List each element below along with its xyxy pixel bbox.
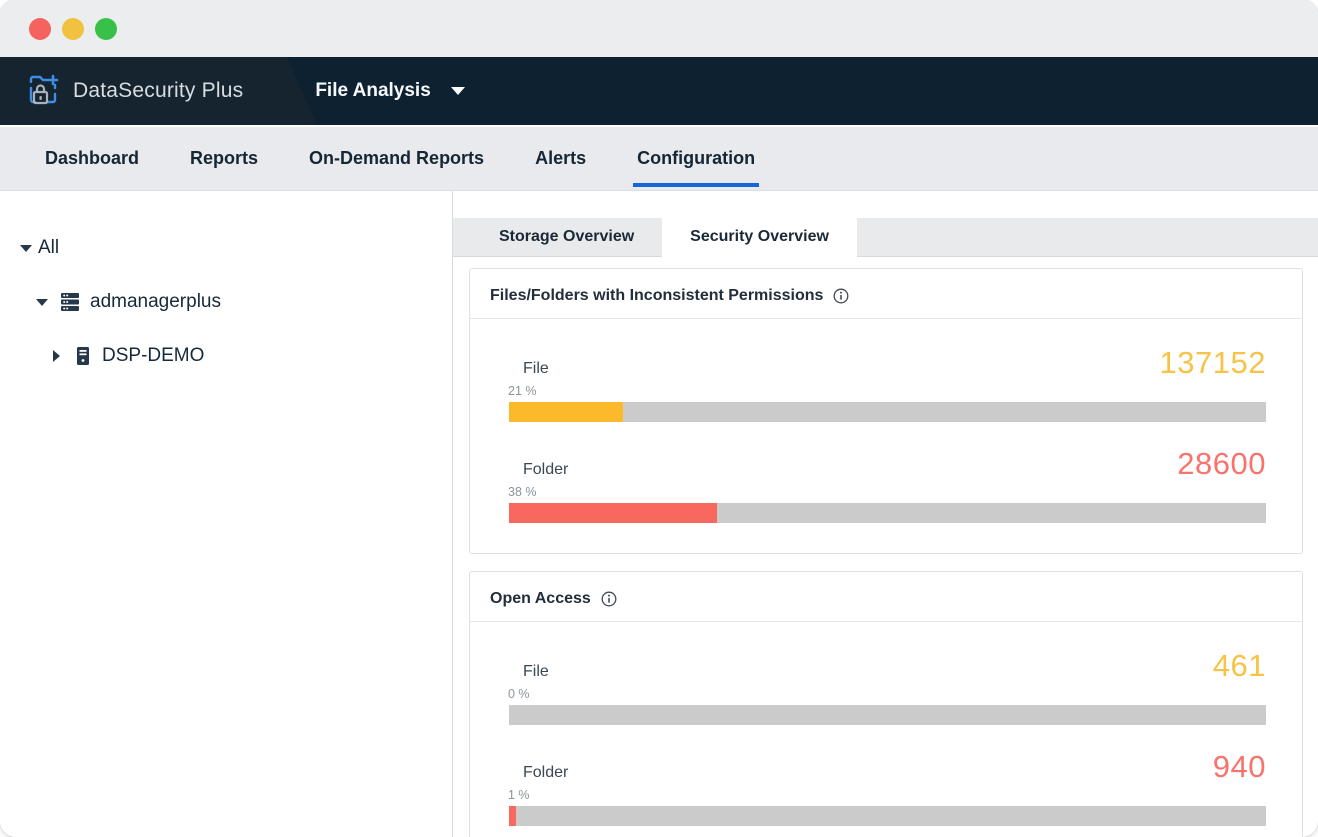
nav-item-reports[interactable]: Reports: [190, 148, 259, 168]
stat-value: 137152: [1159, 344, 1266, 380]
nav-item-alerts[interactable]: Alerts: [535, 148, 587, 168]
app-header: DataSecurity Plus File Analysis: [0, 57, 1318, 127]
nav-item-on-demand-reports[interactable]: On-Demand Reports: [309, 148, 485, 168]
tree-expand-icon[interactable]: [32, 298, 52, 306]
stat-row-folder: Folder 940 1 %: [508, 748, 1266, 826]
stat-value: 28600: [1177, 445, 1266, 481]
app-header-left-segment: [0, 57, 317, 125]
stat-percent: 21 %: [508, 383, 537, 398]
card-inconsistent-permissions: Files/Folders with Inconsistent Permissi…: [469, 267, 1303, 554]
card-open-access: Open Access File 461 0 %: [469, 570, 1303, 837]
stat-value: 461: [1212, 647, 1266, 683]
minimize-window-button[interactable]: [62, 17, 84, 40]
tree-item-all[interactable]: All: [0, 221, 452, 275]
progress-bar: [509, 401, 1266, 422]
tree-collapse-icon[interactable]: [46, 350, 66, 362]
progress-bar-fill: [509, 805, 516, 826]
tree-item-label: admanagerplus: [90, 291, 221, 312]
window-titlebar: [0, 0, 1318, 57]
card-title: Open Access: [490, 589, 591, 607]
tree-item-dsp-demo[interactable]: DSP-DEMO: [0, 329, 452, 383]
module-selector-label: File Analysis: [315, 80, 431, 101]
progress-bar: [509, 805, 1266, 826]
progress-bar-fill: [509, 502, 718, 523]
stat-percent: 1 %: [508, 787, 530, 802]
info-icon[interactable]: [601, 591, 617, 607]
stat-label: File: [523, 359, 549, 377]
progress-bar: [509, 704, 1266, 725]
resource-tree-sidebar: All admanagerplus: [0, 191, 453, 837]
progress-bar-fill: [509, 401, 623, 422]
stat-label: File: [523, 662, 549, 680]
tab-security-overview[interactable]: Security Overview: [662, 218, 857, 257]
tree-item-label: DSP-DEMO: [102, 345, 205, 366]
stat-row-folder: Folder 28600 38 %: [508, 445, 1266, 523]
card-title: Files/Folders with Inconsistent Permissi…: [490, 286, 824, 304]
stat-percent: 38 %: [508, 484, 537, 499]
stat-value: 940: [1212, 748, 1266, 784]
chevron-down-icon: [450, 87, 465, 95]
info-icon[interactable]: [833, 288, 849, 304]
stat-label: Folder: [523, 460, 569, 478]
datasecurity-plus-logo-icon: [25, 72, 63, 110]
stat-percent: 0 %: [508, 686, 530, 701]
tree-item-admanagerplus[interactable]: admanagerplus: [0, 275, 452, 329]
tab-storage-overview[interactable]: Storage Overview: [499, 227, 635, 245]
product-name: DataSecurity Plus: [73, 79, 244, 102]
tree-expand-icon[interactable]: [16, 244, 36, 252]
stat-label: Folder: [523, 763, 569, 781]
server-icon: [72, 345, 94, 367]
overview-tabstrip: Storage Overview Security Overview: [453, 218, 1318, 257]
stat-row-file: File 137152 21 %: [508, 344, 1266, 422]
domain-icon: [58, 290, 82, 314]
close-window-button[interactable]: [29, 17, 51, 40]
tree-item-label: All: [38, 237, 60, 258]
main-nav: Dashboard Reports On-Demand Reports Aler…: [0, 127, 1318, 191]
stat-row-file: File 461 0 %: [508, 647, 1266, 725]
configuration-content: Storage Overview Security Overview Files…: [453, 191, 1318, 837]
nav-item-configuration[interactable]: Configuration: [633, 127, 760, 190]
module-selector[interactable]: File Analysis: [315, 80, 465, 102]
zoom-window-button[interactable]: [95, 17, 117, 40]
progress-bar: [509, 502, 1266, 523]
nav-item-dashboard[interactable]: Dashboard: [45, 148, 140, 168]
